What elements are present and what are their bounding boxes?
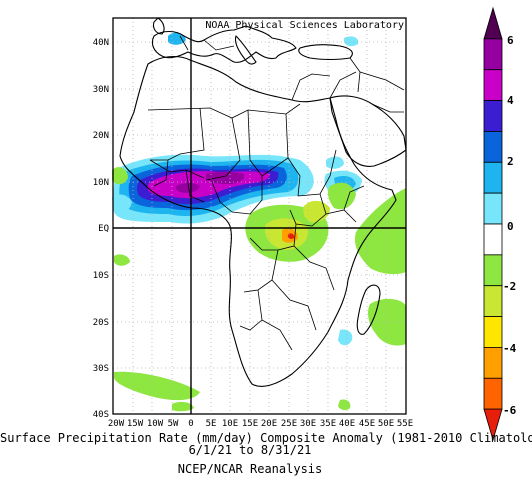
anomaly-dry-horn (327, 182, 356, 210)
anomaly-wet-med (344, 36, 359, 47)
lon-label: 30E (300, 419, 316, 429)
lon-label: 15W (127, 419, 144, 429)
colorbar-tick-label: 4 (507, 94, 514, 107)
lon-label: 10E (222, 419, 238, 429)
attribution-label: NOAA Physical Sciences Laboratory (205, 20, 404, 31)
colorbar-ticks: 6 4 2 0 -2 -4 -6 (503, 34, 517, 417)
colorbar-segment (483, 254, 503, 287)
colorbar-segment (483, 408, 503, 442)
lon-label: 25E (281, 419, 297, 429)
colorbar-segment (483, 69, 503, 101)
lat-label: 20N (93, 131, 109, 141)
lon-label: 10W (147, 419, 164, 429)
anomaly-dry-south-atl (114, 371, 200, 401)
caption-title: Surface Precipitation Rate (mm/day) Comp… (0, 431, 532, 445)
lon-axis: 20W 15W 10W 5W 0 5E 10E 15E 20E 25E 30E … (108, 419, 413, 429)
anomaly-dry-east (303, 200, 330, 223)
anomaly-fields (112, 32, 406, 412)
lon-label: 50E (378, 419, 394, 429)
anomaly-wet-eritrea (326, 156, 344, 169)
colorbar-segment (483, 6, 503, 40)
colorbar-tick-label: -6 (503, 404, 517, 417)
colorbar-segment (483, 161, 503, 194)
colorbar-segment (483, 377, 503, 410)
lon-label: 5E (206, 419, 217, 429)
colorbar-tick-label: -2 (503, 280, 516, 293)
lon-label: 15E (242, 419, 258, 429)
anomaly-dry-south-east (338, 399, 351, 411)
colorbar-segment (483, 38, 503, 71)
lat-label: 40S (93, 410, 109, 420)
colorbar-segment (483, 316, 503, 348)
lat-label: 20S (93, 318, 109, 328)
colorbar-tick-label: -4 (503, 342, 517, 355)
colorbar-segment (483, 100, 503, 132)
anomaly-dry-south-center (172, 401, 194, 412)
anomaly-dry-eastcoast (354, 188, 406, 275)
lat-label: 30S (93, 364, 109, 374)
caption-source: NCEP/NCAR Reanalysis (177, 462, 323, 476)
lon-label: 20W (108, 419, 125, 429)
lon-label: 55E (397, 419, 413, 429)
lat-label: 10S (93, 271, 109, 281)
colorbar-segment (483, 347, 503, 379)
lon-label: 0 (188, 419, 193, 429)
anomaly-dry-central-red (287, 233, 295, 239)
colorbar-tick-label: 6 (507, 34, 514, 47)
anomaly-wet-madagascar (338, 329, 353, 346)
colorbar (483, 6, 503, 442)
lon-label: 40E (339, 419, 355, 429)
colorbar-segment (483, 192, 503, 225)
lon-label: 45E (359, 419, 375, 429)
coastlines (119, 17, 407, 387)
lat-axis: 40N 30N 20N 10N EQ 10S 20S 30S 40S (93, 38, 109, 420)
anomaly-wet-n-africa (168, 32, 186, 45)
lon-label: 5W (168, 419, 179, 429)
colorbar-segment (483, 223, 503, 256)
anomaly-dry-sahara-w (112, 167, 128, 185)
lat-label: 40N (93, 38, 109, 48)
colorbar-segment (483, 285, 503, 317)
lon-label: 20E (261, 419, 277, 429)
colorbar-tick-label: 0 (507, 220, 514, 233)
lat-label: 30N (93, 85, 109, 95)
lon-label: 35E (320, 419, 336, 429)
colorbar-segment (483, 131, 503, 163)
lat-label: EQ (98, 224, 109, 234)
anomaly-wet-atlantic (112, 194, 132, 214)
anomaly-dry-sw-atlantic (114, 254, 130, 266)
country-borders (147, 35, 405, 351)
caption-dates: 6/1/21 to 8/31/21 (188, 443, 312, 457)
map-frame (112, 17, 407, 415)
colorbar-tick-label: 2 (507, 155, 514, 168)
anomaly-dry-southeast (368, 298, 406, 346)
anomaly-wet-purple (175, 171, 245, 193)
lat-label: 10N (93, 178, 109, 188)
